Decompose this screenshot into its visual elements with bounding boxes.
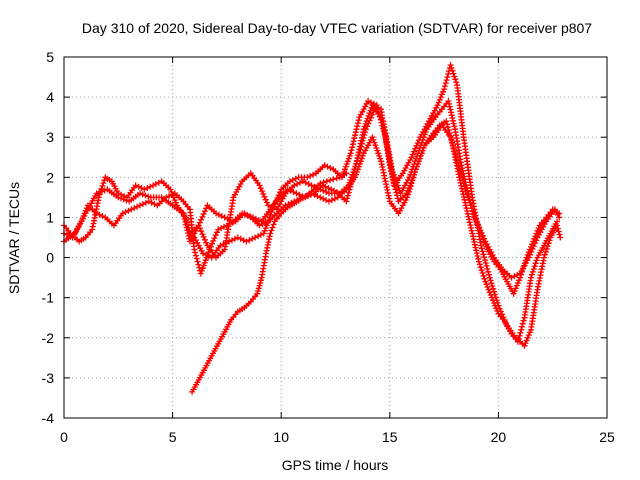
series-line xyxy=(189,104,560,279)
y-tick-label: 1 xyxy=(46,209,54,225)
plot-frame xyxy=(63,56,608,419)
series-markers xyxy=(189,170,350,395)
x-tick-label: 20 xyxy=(491,429,507,445)
y-tick-label: -1 xyxy=(42,290,55,306)
series-1 xyxy=(61,62,564,349)
y-tick-label: 4 xyxy=(46,89,54,105)
y-tick-label: -4 xyxy=(42,410,55,426)
y-tick-label: 0 xyxy=(46,250,54,266)
series-4 xyxy=(187,102,563,281)
series-markers xyxy=(61,62,564,349)
x-tick-label: 15 xyxy=(382,429,398,445)
series-markers xyxy=(187,102,563,281)
x-axis-label: GPS time / hours xyxy=(282,457,389,473)
grid-lines xyxy=(64,57,607,418)
y-tick-label: -2 xyxy=(42,330,55,346)
chart-title: Day 310 of 2020, Sidereal Day-to-day VTE… xyxy=(82,20,592,36)
y-tick-label: -3 xyxy=(42,370,55,386)
y-tick-label: 3 xyxy=(46,129,54,145)
plot-area xyxy=(61,62,564,395)
x-tick-label: 5 xyxy=(169,429,177,445)
x-tick-label: 25 xyxy=(599,429,615,445)
axis-ticks xyxy=(63,56,608,419)
series-markers xyxy=(61,118,560,345)
series-line xyxy=(63,120,558,343)
x-tick-label: 10 xyxy=(273,429,289,445)
x-tick-label: 0 xyxy=(60,429,68,445)
y-tick-label: 2 xyxy=(46,169,54,185)
series-3 xyxy=(61,118,560,345)
y-axis-label: SDTVAR / TECUs xyxy=(6,182,22,294)
y-tick-labels: -4 -3 -2 -1 0 1 2 3 4 5 xyxy=(42,49,55,426)
series-5 xyxy=(189,170,350,395)
y-tick-label: 5 xyxy=(46,49,54,65)
x-tick-labels: 0 5 10 15 20 25 xyxy=(60,429,615,445)
